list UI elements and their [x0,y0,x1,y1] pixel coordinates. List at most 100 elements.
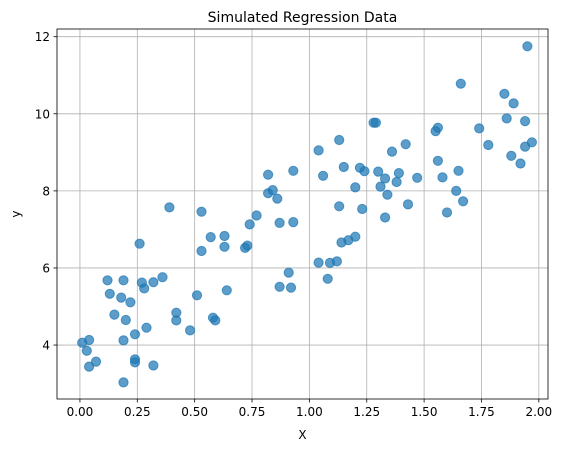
data-point [90,356,102,367]
data-point [515,158,526,169]
data-point [455,78,466,89]
data-point [412,172,423,183]
data-point [522,41,533,52]
axis-ticks: 0.00 0.25 0.50 0.75 1.00 1.25 1.50 1.75 2.00 4 6 8 1… [35,30,552,419]
data-point [157,272,168,283]
x-axis-label: X [298,428,306,442]
data-point [437,172,448,183]
data-point [171,307,182,318]
data-point [334,134,345,146]
data-point [221,285,232,296]
data-point [118,275,129,286]
x-tick-label: 0.50 [181,405,208,419]
data-point [205,232,216,243]
data-point [313,145,324,156]
data-point [84,361,95,372]
y-axis-label: y [9,210,23,217]
data-point [432,155,443,166]
data-point [386,146,398,157]
data-point [84,334,95,346]
data-point [474,123,485,134]
y-tick-label: 6 [42,261,50,275]
data-point [274,217,285,228]
data-point [164,202,175,213]
chart-title: Simulated Regression Data [208,10,398,26]
y-tick-label: 4 [42,339,50,353]
data-point [359,166,370,177]
data-point [402,199,414,210]
data-point [102,275,113,286]
data-point [148,360,159,371]
data-point [288,217,299,228]
data-point [267,185,278,196]
data-point [139,283,150,294]
data-point [251,210,262,221]
y-tick-label: 10 [35,107,50,121]
data-point [441,207,453,218]
data-point [118,377,129,388]
data-point [334,201,345,212]
data-point [357,203,368,215]
x-tick-label: 0.75 [239,405,266,419]
data-point [453,165,464,176]
data-point [104,288,115,299]
x-tick-label: 0.00 [67,405,94,419]
data-point [210,315,221,326]
data-point [272,193,283,204]
data-point [274,281,285,292]
x-tick-label: 1.00 [296,405,323,419]
x-tick-label: 1.25 [353,405,380,419]
data-points [77,41,538,388]
data-point [120,314,131,326]
data-point [432,122,443,133]
data-point [129,354,141,365]
data-point [116,292,127,303]
data-point [242,240,253,251]
data-point [400,139,411,150]
data-point [81,345,92,356]
data-point [219,230,230,242]
data-point [483,139,494,151]
x-tick-label: 2.00 [525,405,552,419]
data-point [191,290,203,301]
data-point [263,169,274,180]
data-point [331,256,342,267]
data-point [373,166,384,177]
data-point [148,277,159,288]
data-point [370,117,381,128]
data-point [391,176,402,188]
grid [57,29,548,399]
data-point [382,189,393,200]
data-point [125,297,136,308]
data-point [508,98,519,109]
data-point [322,273,333,284]
plot-frame [56,28,549,400]
data-point [375,181,386,192]
data-point [196,245,207,257]
data-point [219,241,230,252]
data-point [185,325,196,336]
data-point [506,150,517,161]
data-point [283,267,294,278]
data-point [499,88,510,99]
data-point [109,309,120,320]
data-point [196,206,207,217]
x-tick-label: 1.75 [468,405,495,419]
y-tick-label: 12 [35,30,50,44]
data-point [244,219,255,230]
data-point [318,170,329,181]
data-point [129,329,141,340]
data-point [285,282,297,293]
data-point [338,161,349,173]
data-point [451,185,462,196]
data-point [380,212,391,223]
x-tick-label: 1.50 [411,405,438,419]
data-point [141,322,152,333]
data-point [118,335,129,346]
data-point [520,116,531,127]
data-point [501,113,512,124]
data-point [393,168,404,179]
data-point [134,238,145,249]
data-point [288,165,299,176]
